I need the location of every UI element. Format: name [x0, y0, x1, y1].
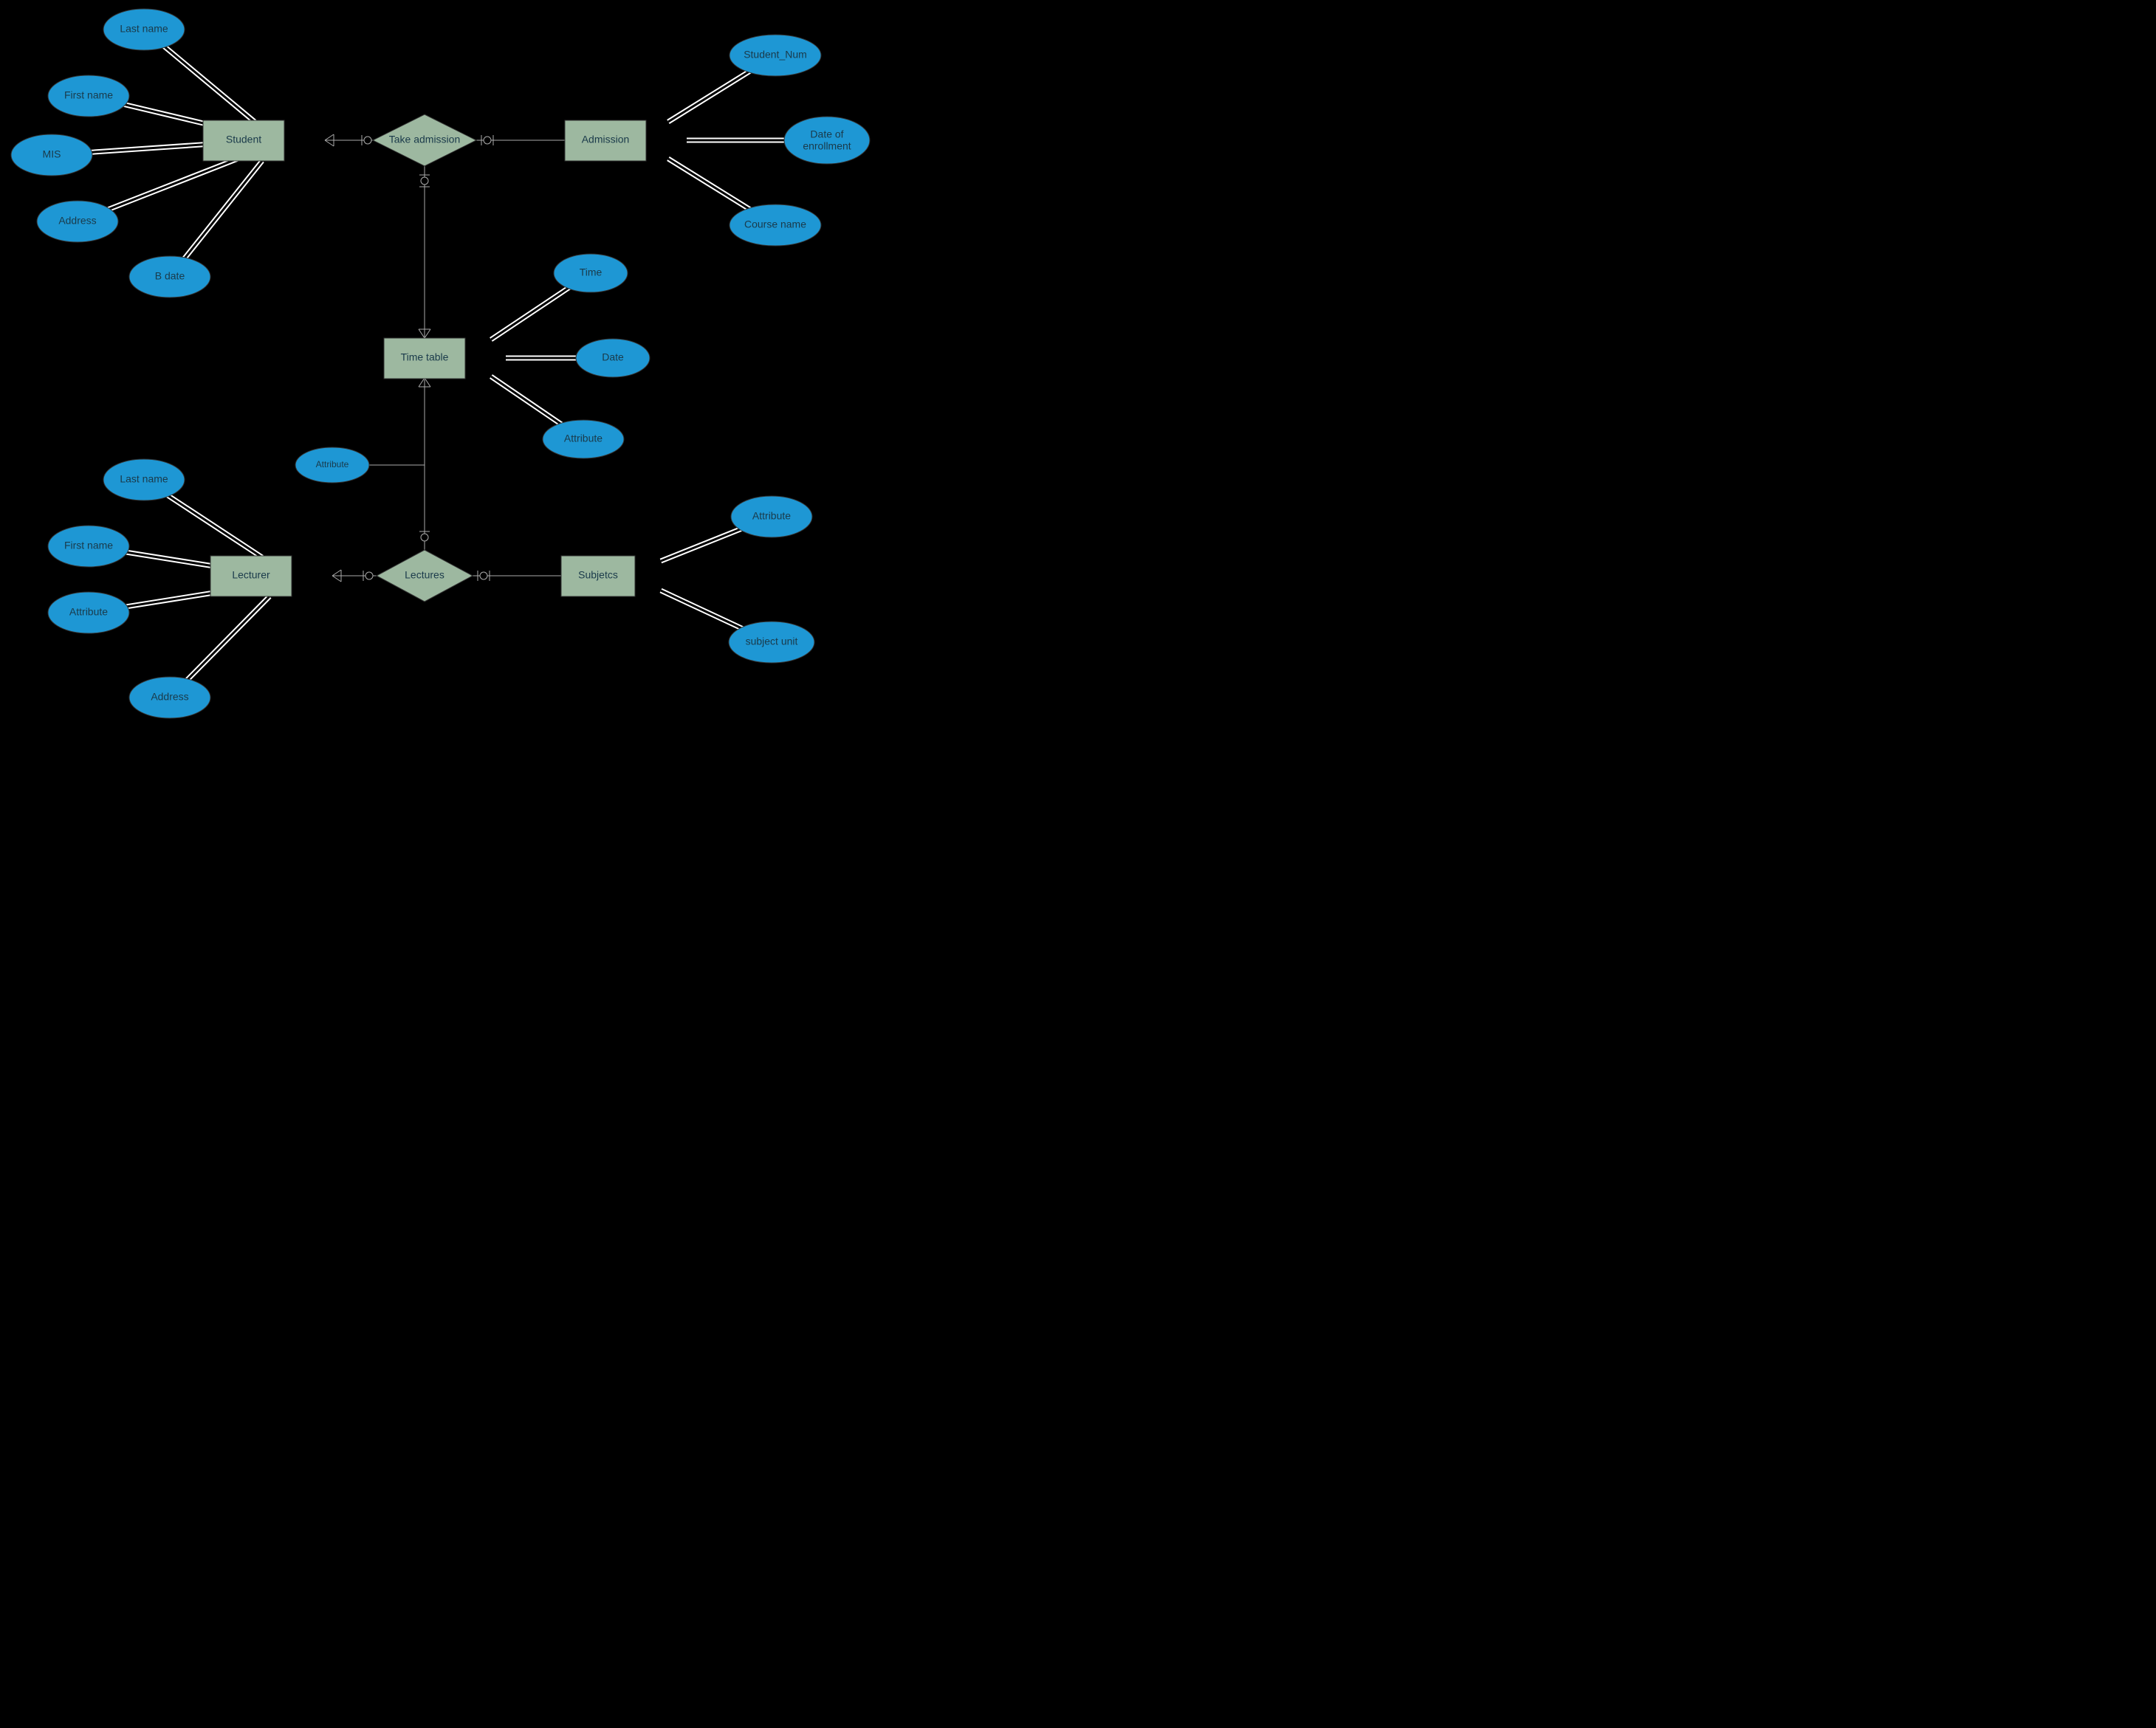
entity-subjects-label: Subjetcs [578, 569, 618, 581]
svg-text:Address: Address [151, 691, 188, 703]
attr-l-address: Address [129, 677, 210, 718]
svg-text:Last name: Last name [120, 473, 168, 485]
attr-s-firstname: First name [48, 75, 129, 117]
svg-text:MIS: MIS [43, 148, 61, 160]
entity-admission-label: Admission [582, 134, 630, 145]
svg-text:Attribute: Attribute [316, 459, 349, 469]
svg-text:First name: First name [64, 540, 113, 551]
entity-timetable: Time table [384, 338, 465, 379]
svg-text:Attribute: Attribute [564, 433, 602, 444]
attr-t-time: Time [554, 254, 628, 292]
svg-text:subject unit: subject unit [746, 636, 798, 647]
svg-text:B date: B date [155, 270, 185, 282]
attr-a-course: Course name [729, 204, 821, 246]
svg-text:enrollment: enrollment [803, 140, 851, 152]
attr-a-date: Date of enrollment [784, 117, 870, 164]
relationship-take-admission-label: Take admission [389, 134, 461, 145]
attr-t-attr: Attribute [543, 420, 624, 458]
entity-lecturer: Lecturer [210, 556, 292, 596]
attr-l-firstname: First name [48, 526, 129, 567]
relationship-take-admission: Take admission [373, 114, 476, 166]
svg-text:Address: Address [58, 215, 96, 227]
entity-student: Student [203, 120, 284, 161]
attr-l-lastname: Last name [103, 459, 185, 500]
attr-s-bdate: B date [129, 256, 210, 297]
svg-text:Student_Num: Student_Num [744, 49, 807, 61]
attr-s-address: Address [37, 201, 118, 242]
attr-a-studentnum: Student_Num [729, 35, 821, 76]
attr-sub-unit: subject unit [729, 622, 814, 663]
svg-text:Date: Date [602, 351, 624, 363]
attr-s-lastname: Last name [103, 9, 185, 50]
svg-text:First name: First name [64, 89, 113, 101]
svg-text:Attribute: Attribute [69, 606, 108, 618]
entity-admission: Admission [565, 120, 646, 161]
attr-l-attr: Attribute [48, 592, 129, 633]
attr-sub-attr: Attribute [731, 496, 812, 537]
relationship-lectures: Lectures [377, 550, 473, 602]
entity-timetable-label: Time table [401, 351, 449, 363]
entity-lecturer-label: Lecturer [232, 569, 270, 581]
attr-t-attr2: Attribute [295, 447, 369, 483]
attr-s-mis: MIS [11, 134, 92, 176]
attr-t-date: Date [576, 339, 650, 377]
svg-text:Time: Time [580, 266, 602, 278]
entity-student-label: Student [226, 134, 261, 145]
relationship-lectures-label: Lectures [405, 569, 444, 581]
er-diagram: Student Admission Time table Lecturer Su… [0, 0, 902, 723]
svg-text:Attribute: Attribute [752, 510, 791, 522]
entity-subjects: Subjetcs [561, 556, 635, 596]
svg-text:Date of: Date of [810, 128, 843, 140]
svg-text:Last name: Last name [120, 23, 168, 35]
svg-text:Course name: Course name [744, 218, 806, 230]
